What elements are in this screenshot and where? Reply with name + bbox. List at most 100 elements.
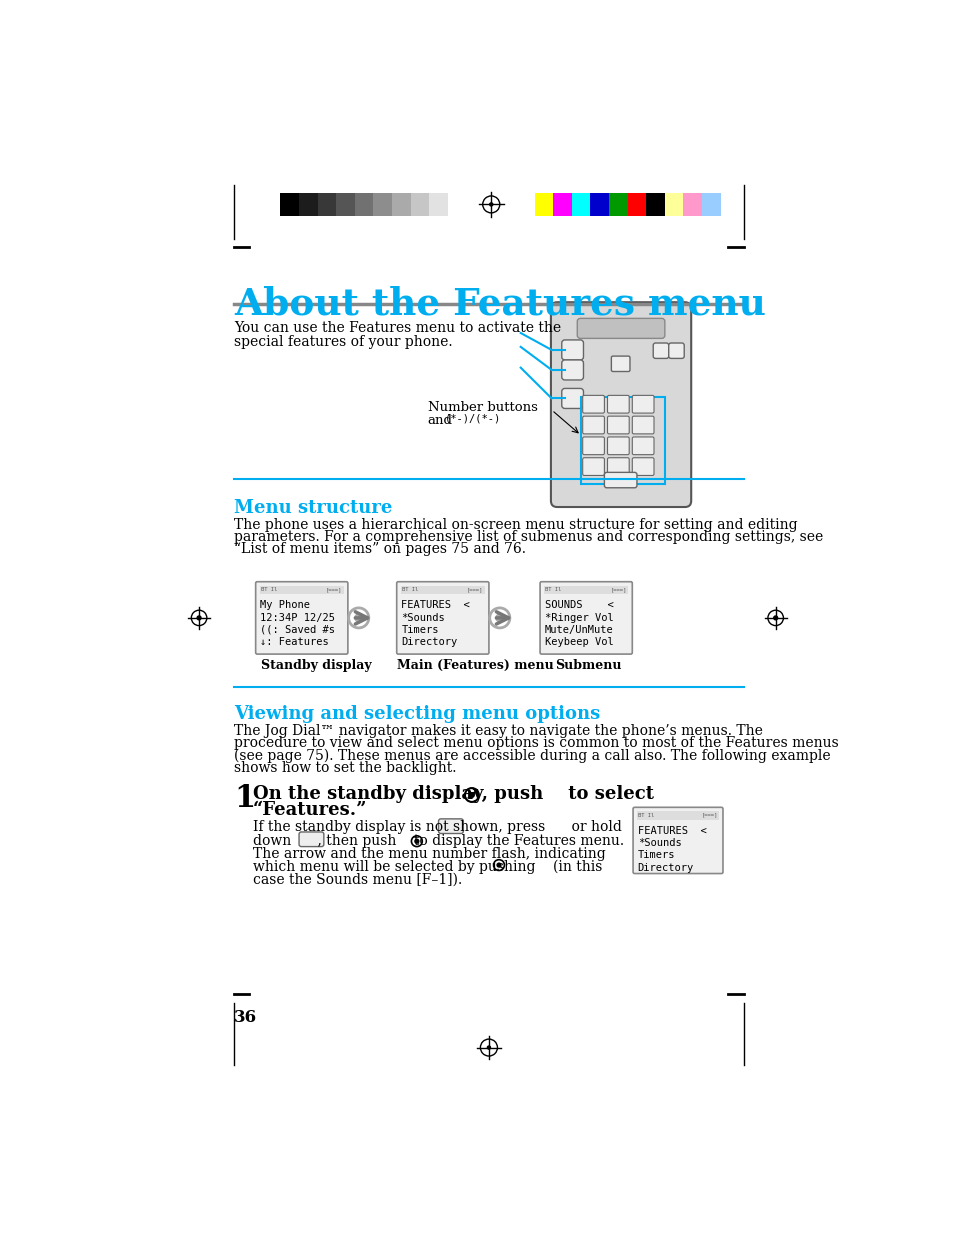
Text: About the Features menu: About the Features menu	[233, 285, 765, 322]
FancyBboxPatch shape	[604, 472, 637, 488]
FancyBboxPatch shape	[582, 395, 604, 412]
Text: The phone uses a hierarchical on-screen menu structure for setting and editing: The phone uses a hierarchical on-screen …	[233, 517, 797, 532]
FancyBboxPatch shape	[607, 416, 629, 433]
Text: On the standby display, push    to select: On the standby display, push to select	[253, 785, 653, 803]
Text: Submenu: Submenu	[555, 658, 621, 672]
FancyBboxPatch shape	[607, 437, 629, 454]
Text: 12:34P 12/25: 12:34P 12/25	[260, 613, 335, 622]
Circle shape	[489, 203, 493, 206]
Circle shape	[487, 1046, 490, 1049]
Bar	[682, 193, 701, 216]
Text: If the standby display is not shown, press      or hold: If the standby display is not shown, pre…	[253, 820, 620, 835]
Bar	[590, 193, 608, 216]
Bar	[580, 396, 664, 484]
Circle shape	[773, 616, 777, 620]
Bar	[317, 193, 335, 216]
Text: Viewing and selecting menu options: Viewing and selecting menu options	[233, 705, 599, 722]
Text: Directory: Directory	[401, 637, 457, 647]
FancyBboxPatch shape	[633, 808, 722, 873]
Text: down      , then push    to display the Features menu.: down , then push to display the Features…	[253, 834, 623, 847]
FancyBboxPatch shape	[632, 416, 654, 433]
Bar	[571, 193, 590, 216]
Bar	[400, 585, 484, 594]
Bar	[429, 193, 447, 216]
Circle shape	[415, 840, 418, 844]
Text: 1: 1	[233, 783, 254, 814]
Bar	[335, 193, 355, 216]
Bar	[373, 193, 392, 216]
FancyBboxPatch shape	[668, 343, 683, 358]
Text: parameters. For a comprehensive list of submenus and corresponding settings, see: parameters. For a comprehensive list of …	[233, 530, 822, 545]
Bar	[410, 193, 429, 216]
Bar	[553, 193, 571, 216]
FancyBboxPatch shape	[550, 303, 691, 508]
FancyBboxPatch shape	[607, 458, 629, 475]
Text: FEATURES  <: FEATURES <	[637, 826, 706, 836]
FancyBboxPatch shape	[632, 437, 654, 454]
Text: My Phone: My Phone	[260, 600, 310, 610]
Text: Main (Features) menu: Main (Features) menu	[396, 658, 553, 672]
Text: [===]: [===]	[326, 587, 342, 592]
Text: [===]: [===]	[700, 813, 717, 818]
FancyBboxPatch shape	[561, 340, 583, 359]
Text: Standby display: Standby display	[261, 658, 372, 672]
Text: Menu structure: Menu structure	[233, 499, 392, 516]
Bar	[355, 193, 373, 216]
Bar	[664, 193, 682, 216]
Text: [===]: [===]	[467, 587, 483, 592]
Text: special features of your phone.: special features of your phone.	[233, 335, 452, 348]
Text: *Sounds: *Sounds	[637, 839, 680, 848]
FancyBboxPatch shape	[539, 582, 632, 655]
Text: BT Il: BT Il	[638, 813, 654, 818]
FancyBboxPatch shape	[632, 458, 654, 475]
Text: [===]: [===]	[610, 587, 626, 592]
Text: The Jog Dial™ navigator makes it easy to navigate the phone’s menus. The: The Jog Dial™ navigator makes it easy to…	[233, 724, 762, 739]
Text: “List of menu items” on pages 75 and 76.: “List of menu items” on pages 75 and 76.	[233, 542, 525, 557]
Bar	[298, 193, 317, 216]
Circle shape	[497, 863, 500, 867]
Text: BT Il: BT Il	[545, 587, 561, 592]
Bar	[608, 193, 627, 216]
FancyBboxPatch shape	[561, 389, 583, 409]
Bar	[534, 193, 553, 216]
Bar	[392, 193, 410, 216]
FancyBboxPatch shape	[611, 356, 629, 372]
Text: Mute/UnMute: Mute/UnMute	[544, 625, 613, 635]
FancyBboxPatch shape	[607, 395, 629, 412]
Circle shape	[197, 616, 201, 620]
Text: *Sounds: *Sounds	[401, 613, 445, 622]
Circle shape	[496, 614, 503, 621]
Text: Keybeep Vol: Keybeep Vol	[544, 637, 613, 647]
Text: Number buttons: Number buttons	[427, 401, 537, 414]
Text: FEATURES  <: FEATURES <	[401, 600, 470, 610]
FancyBboxPatch shape	[561, 359, 583, 380]
Text: shows how to set the backlight.: shows how to set the backlight.	[233, 761, 456, 776]
Text: BT Il: BT Il	[402, 587, 418, 592]
FancyBboxPatch shape	[653, 343, 668, 358]
FancyBboxPatch shape	[255, 582, 348, 655]
FancyBboxPatch shape	[396, 582, 488, 655]
Bar	[447, 193, 466, 216]
Bar	[627, 193, 645, 216]
Bar	[280, 193, 298, 216]
Text: “Features.”: “Features.”	[253, 802, 367, 819]
FancyBboxPatch shape	[438, 819, 463, 834]
Text: Timers: Timers	[401, 625, 438, 635]
Bar	[259, 585, 344, 594]
Bar	[543, 585, 628, 594]
Text: case the Sounds menu [F–1]).: case the Sounds menu [F–1]).	[253, 873, 461, 887]
Text: ((: Saved #s: ((: Saved #s	[260, 625, 335, 635]
Text: *Ringer Vol: *Ringer Vol	[544, 613, 613, 622]
Text: You can use the Features menu to activate the: You can use the Features menu to activat…	[233, 321, 560, 336]
Text: BT Il: BT Il	[261, 587, 277, 592]
Text: which menu will be selected by pushing    (in this: which menu will be selected by pushing (…	[253, 860, 601, 874]
Bar	[645, 193, 664, 216]
Text: (see page 75). These menus are accessible during a call also. The following exam: (see page 75). These menus are accessibl…	[233, 748, 830, 763]
Text: Directory: Directory	[637, 863, 693, 873]
FancyBboxPatch shape	[582, 437, 604, 454]
FancyBboxPatch shape	[298, 832, 323, 846]
Circle shape	[355, 614, 362, 621]
Text: SOUNDS    <: SOUNDS <	[544, 600, 613, 610]
Text: The arrow and the menu number flash, indicating: The arrow and the menu number flash, ind…	[253, 846, 604, 861]
Text: ↓: Features: ↓: Features	[260, 637, 329, 647]
